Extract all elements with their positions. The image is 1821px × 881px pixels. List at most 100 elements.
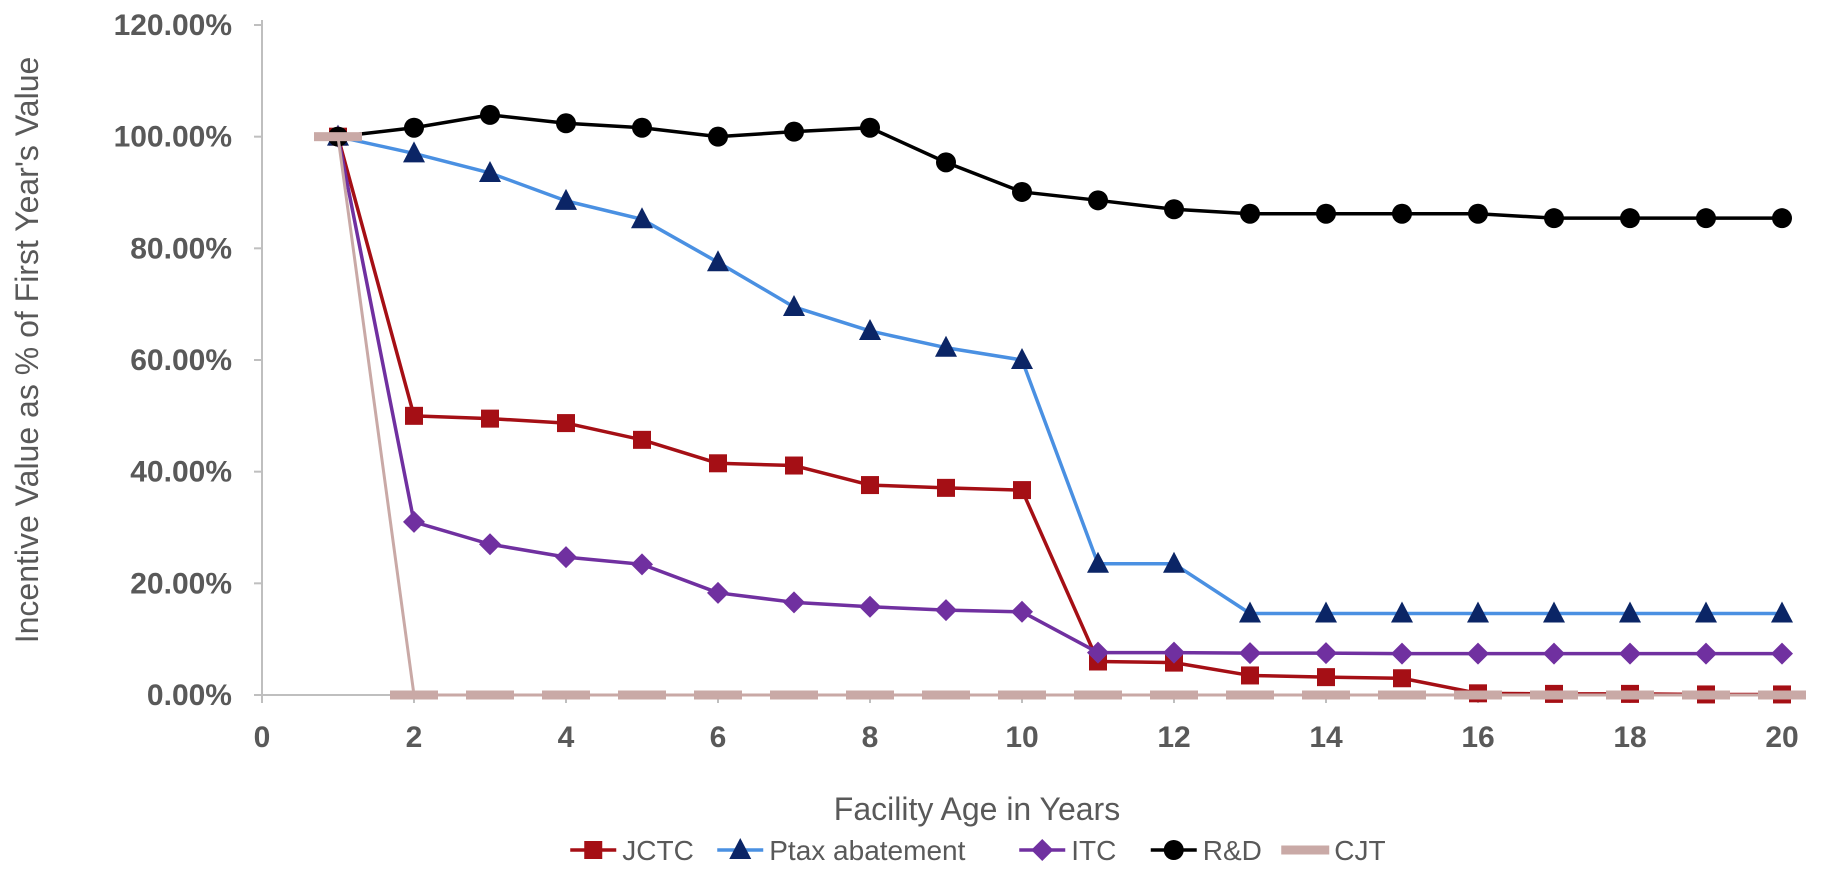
y-axis-ticks: 0.00% 20.00% 40.00% 60.00% 80.00% 100.00% 120.… bbox=[114, 9, 262, 712]
data-point-jctc bbox=[1013, 481, 1031, 500]
data-point-itc bbox=[1315, 642, 1337, 665]
data-point-itc bbox=[707, 581, 729, 604]
data-point-randd bbox=[480, 104, 500, 125]
legend-label: ITC bbox=[1071, 835, 1116, 866]
legend-item-jctc: JCTC bbox=[570, 835, 694, 866]
y-tick-label: 40.00% bbox=[130, 456, 232, 489]
data-point-jctc bbox=[1393, 669, 1411, 688]
data-point-cjt bbox=[1758, 690, 1806, 700]
data-point-jctc bbox=[785, 456, 803, 475]
data-point-cjt bbox=[1378, 690, 1426, 700]
legend: JCTC Ptax abatement ITC R&D CJT bbox=[570, 835, 1386, 866]
x-tick-label: 0 bbox=[254, 721, 271, 754]
data-point-cjt bbox=[1074, 690, 1122, 700]
data-point-ptax-abatement bbox=[1391, 601, 1413, 623]
x-axis-title: Facility Age in Years bbox=[834, 791, 1120, 827]
data-point-jctc bbox=[405, 406, 423, 425]
data-point-ptax-abatement bbox=[783, 294, 805, 316]
data-point-ptax-abatement bbox=[1315, 601, 1337, 623]
legend-marker bbox=[584, 841, 603, 859]
data-point-cjt bbox=[542, 690, 590, 700]
data-point-cjt bbox=[922, 690, 970, 700]
y-axis-title: Incentive Value as % of First Year's Val… bbox=[9, 57, 45, 644]
data-point-randd bbox=[1240, 203, 1260, 224]
data-point-cjt bbox=[770, 690, 818, 700]
data-point-randd bbox=[556, 113, 576, 134]
series-itc bbox=[327, 125, 1793, 665]
data-point-itc bbox=[935, 599, 957, 622]
data-point-cjt bbox=[390, 690, 438, 700]
y-tick-label: 100.00% bbox=[114, 121, 232, 154]
data-point-cjt bbox=[1606, 690, 1654, 700]
data-point-randd bbox=[1316, 203, 1336, 224]
data-point-itc bbox=[631, 553, 653, 576]
series-jctc bbox=[329, 127, 1791, 704]
y-tick-label: 120.00% bbox=[114, 9, 232, 42]
legend-marker bbox=[729, 838, 752, 859]
data-point-cjt bbox=[1530, 690, 1578, 700]
y-tick-label: 80.00% bbox=[130, 232, 232, 265]
data-point-itc bbox=[1391, 642, 1413, 665]
legend-label: JCTC bbox=[622, 835, 694, 866]
x-tick-label: 20 bbox=[1765, 721, 1798, 754]
x-tick-label: 18 bbox=[1613, 721, 1646, 754]
data-point-randd bbox=[936, 152, 956, 173]
data-point-randd bbox=[1772, 208, 1792, 229]
legend-item-itc: ITC bbox=[1019, 835, 1116, 866]
data-point-itc bbox=[1163, 641, 1185, 664]
data-point-randd bbox=[708, 126, 728, 147]
data-point-cjt bbox=[1302, 690, 1350, 700]
data-point-jctc bbox=[1241, 666, 1259, 685]
data-point-cjt bbox=[314, 132, 362, 142]
data-point-itc bbox=[479, 533, 501, 556]
data-point-ptax-abatement bbox=[1771, 601, 1793, 623]
data-point-ptax-abatement bbox=[1467, 601, 1489, 623]
data-point-jctc bbox=[937, 478, 955, 497]
x-tick-label: 14 bbox=[1309, 721, 1343, 754]
data-point-ptax-abatement bbox=[1011, 348, 1033, 369]
data-point-jctc bbox=[1317, 668, 1335, 687]
data-point-ptax-abatement bbox=[403, 141, 425, 163]
data-point-ptax-abatement bbox=[631, 207, 653, 229]
x-tick-label: 6 bbox=[710, 721, 727, 754]
x-tick-label: 12 bbox=[1157, 721, 1190, 754]
data-point-cjt bbox=[618, 690, 666, 700]
data-point-itc bbox=[1467, 642, 1489, 665]
series-layer bbox=[314, 104, 1806, 704]
data-point-jctc bbox=[861, 476, 879, 495]
y-tick-label: 60.00% bbox=[130, 344, 232, 377]
data-point-randd bbox=[1164, 199, 1184, 220]
data-point-ptax-abatement bbox=[1543, 601, 1565, 623]
x-axis-ticks: 0 2 4 6 8 10 12 14 16 18 20 bbox=[254, 695, 1799, 754]
data-point-itc bbox=[859, 595, 881, 618]
data-point-cjt bbox=[846, 690, 894, 700]
legend-label: Ptax abatement bbox=[769, 835, 965, 866]
series-line-cjt bbox=[336, 136, 1782, 697]
legend-label: R&D bbox=[1203, 835, 1262, 866]
series-line-jctc bbox=[336, 136, 1782, 697]
data-point-jctc bbox=[633, 430, 651, 449]
data-point-randd bbox=[784, 121, 804, 142]
y-tick-label: 0.00% bbox=[147, 679, 232, 712]
data-point-ptax-abatement bbox=[1239, 601, 1261, 623]
axes: 0.00% 20.00% 40.00% 60.00% 80.00% 100.00% 120.… bbox=[114, 9, 1799, 754]
legend-marker bbox=[1281, 845, 1330, 855]
data-point-ptax-abatement bbox=[707, 250, 729, 272]
data-point-randd bbox=[632, 117, 652, 138]
series-line-itc bbox=[336, 136, 1782, 656]
legend-marker bbox=[1163, 840, 1184, 860]
data-point-itc bbox=[1087, 641, 1109, 664]
data-point-cjt bbox=[1454, 690, 1502, 700]
data-point-ptax-abatement bbox=[1163, 551, 1185, 573]
data-point-randd bbox=[1392, 203, 1412, 224]
data-point-itc bbox=[1771, 642, 1793, 665]
data-point-randd bbox=[1088, 190, 1108, 211]
data-point-cjt bbox=[1150, 690, 1198, 700]
data-point-ptax-abatement bbox=[1695, 601, 1717, 623]
legend-label: CJT bbox=[1334, 835, 1385, 866]
data-point-randd bbox=[1468, 203, 1488, 224]
data-point-randd bbox=[404, 117, 424, 138]
series-line-ptax-abatement bbox=[337, 134, 1782, 616]
data-point-itc bbox=[1239, 642, 1261, 665]
